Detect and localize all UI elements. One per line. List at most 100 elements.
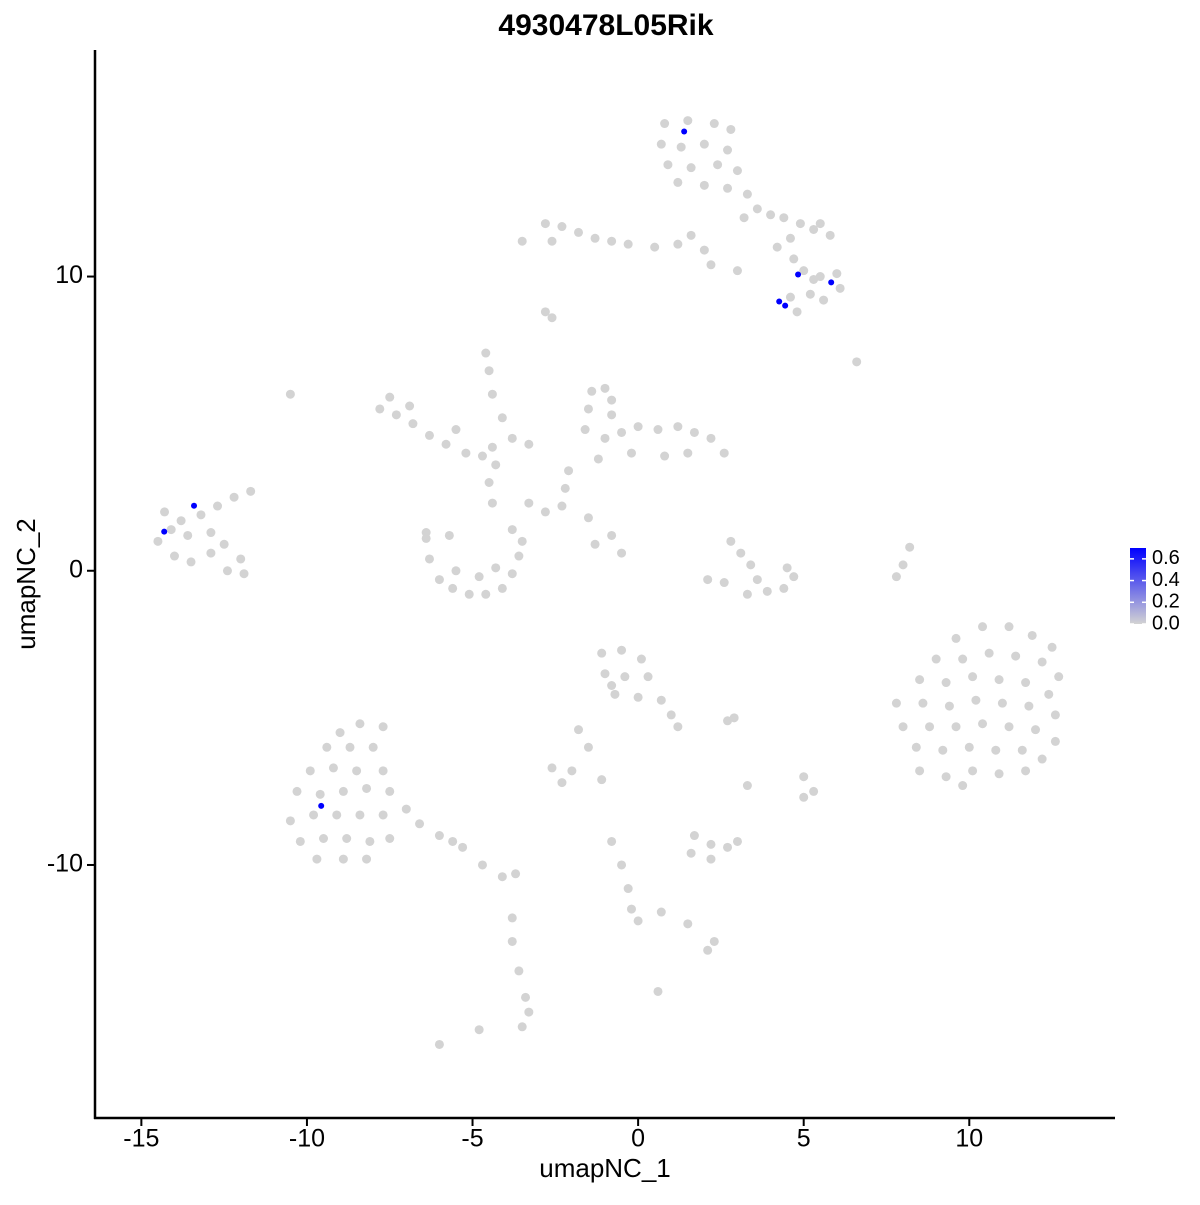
cell-point bbox=[709, 119, 719, 129]
cell-point bbox=[391, 410, 401, 420]
cell-point bbox=[958, 781, 968, 791]
x-axis-label: umapNC_1 bbox=[539, 1153, 671, 1183]
cell-point bbox=[517, 536, 527, 546]
cell-point bbox=[938, 745, 948, 755]
cell-point bbox=[497, 583, 507, 593]
cell-point bbox=[742, 189, 752, 199]
cell-point bbox=[984, 648, 994, 658]
cell-point bbox=[229, 492, 239, 502]
cell-point bbox=[368, 742, 378, 752]
cell-point bbox=[1050, 710, 1060, 720]
cell-point bbox=[593, 454, 603, 464]
cell-point bbox=[898, 722, 908, 732]
cell-point bbox=[686, 230, 696, 240]
cell-point bbox=[623, 884, 633, 894]
cell-point bbox=[1044, 689, 1054, 699]
cell-point bbox=[567, 766, 577, 776]
cell-point bbox=[686, 848, 696, 858]
cell-point bbox=[623, 239, 633, 249]
cell-point bbox=[736, 548, 746, 558]
cell-point bbox=[809, 274, 819, 284]
cell-point bbox=[994, 769, 1004, 779]
cell-point bbox=[161, 528, 168, 535]
cell-point bbox=[789, 254, 799, 264]
cell-point bbox=[1037, 754, 1047, 764]
cell-point bbox=[782, 302, 789, 309]
cell-point bbox=[968, 672, 978, 682]
cell-point bbox=[335, 728, 345, 738]
cell-point bbox=[547, 313, 557, 323]
cell-point bbox=[633, 916, 643, 926]
x-tick-label: -15 bbox=[123, 1125, 159, 1153]
cell-point bbox=[898, 560, 908, 570]
colorbar-tick-label: 0.0 bbox=[1152, 612, 1180, 634]
cell-point bbox=[656, 695, 666, 705]
cell-point bbox=[713, 160, 723, 170]
cell-point bbox=[524, 439, 534, 449]
cell-point bbox=[564, 466, 574, 476]
cell-point bbox=[706, 839, 716, 849]
cell-point bbox=[742, 781, 752, 791]
cell-point bbox=[951, 722, 961, 732]
cell-point bbox=[703, 575, 713, 585]
cell-point bbox=[795, 219, 805, 229]
cell-point bbox=[385, 392, 395, 402]
cell-point bbox=[547, 763, 557, 773]
cell-point bbox=[285, 389, 295, 399]
cell-point bbox=[699, 245, 709, 255]
cell-point bbox=[557, 501, 567, 511]
cell-point bbox=[723, 145, 733, 155]
cell-point bbox=[825, 230, 835, 240]
cell-point bbox=[968, 766, 978, 776]
cell-point bbox=[295, 836, 305, 846]
y-tick-label: 0 bbox=[69, 555, 83, 583]
cell-point bbox=[636, 654, 646, 664]
cell-point bbox=[547, 236, 557, 246]
cell-point bbox=[732, 166, 742, 176]
cell-point bbox=[1021, 766, 1031, 776]
cell-point bbox=[656, 139, 666, 149]
cell-point bbox=[305, 766, 315, 776]
cell-point bbox=[219, 539, 229, 549]
cell-point bbox=[673, 422, 683, 432]
cell-point bbox=[944, 701, 954, 711]
cell-point bbox=[338, 786, 348, 796]
cell-point bbox=[918, 698, 928, 708]
cell-point bbox=[176, 516, 186, 526]
cell-point bbox=[378, 722, 388, 732]
cell-point bbox=[355, 719, 365, 729]
cell-point bbox=[742, 589, 752, 599]
x-tick-label: 5 bbox=[797, 1125, 811, 1153]
cell-point bbox=[312, 854, 322, 864]
cell-point bbox=[686, 163, 696, 173]
cell-point bbox=[1047, 642, 1057, 652]
cell-point bbox=[643, 672, 653, 682]
cell-point bbox=[191, 502, 198, 509]
cell-point bbox=[681, 128, 688, 135]
cell-point bbox=[805, 289, 815, 299]
cell-point bbox=[673, 177, 683, 187]
cell-point bbox=[166, 525, 176, 535]
cell-point bbox=[477, 860, 487, 870]
cell-point bbox=[213, 501, 223, 511]
cell-point bbox=[997, 698, 1007, 708]
cell-point bbox=[617, 645, 627, 655]
cell-point bbox=[597, 775, 607, 785]
colorbar-tick-label: 0.6 bbox=[1152, 547, 1180, 569]
cell-point bbox=[766, 210, 776, 220]
cell-point bbox=[752, 575, 762, 585]
cell-point bbox=[497, 413, 507, 423]
cell-point bbox=[517, 1022, 527, 1032]
cell-point bbox=[689, 427, 699, 437]
colorbar-tick-label: 0.4 bbox=[1152, 569, 1180, 591]
x-tick-label: 10 bbox=[955, 1125, 983, 1153]
cell-point bbox=[385, 786, 395, 796]
cell-point bbox=[1004, 622, 1014, 632]
cell-point bbox=[332, 810, 342, 820]
cell-point bbox=[597, 648, 607, 658]
cell-point bbox=[1024, 701, 1034, 711]
cell-point bbox=[1031, 725, 1041, 735]
cell-point bbox=[507, 913, 517, 923]
cell-point bbox=[153, 536, 163, 546]
cell-point bbox=[362, 783, 372, 793]
